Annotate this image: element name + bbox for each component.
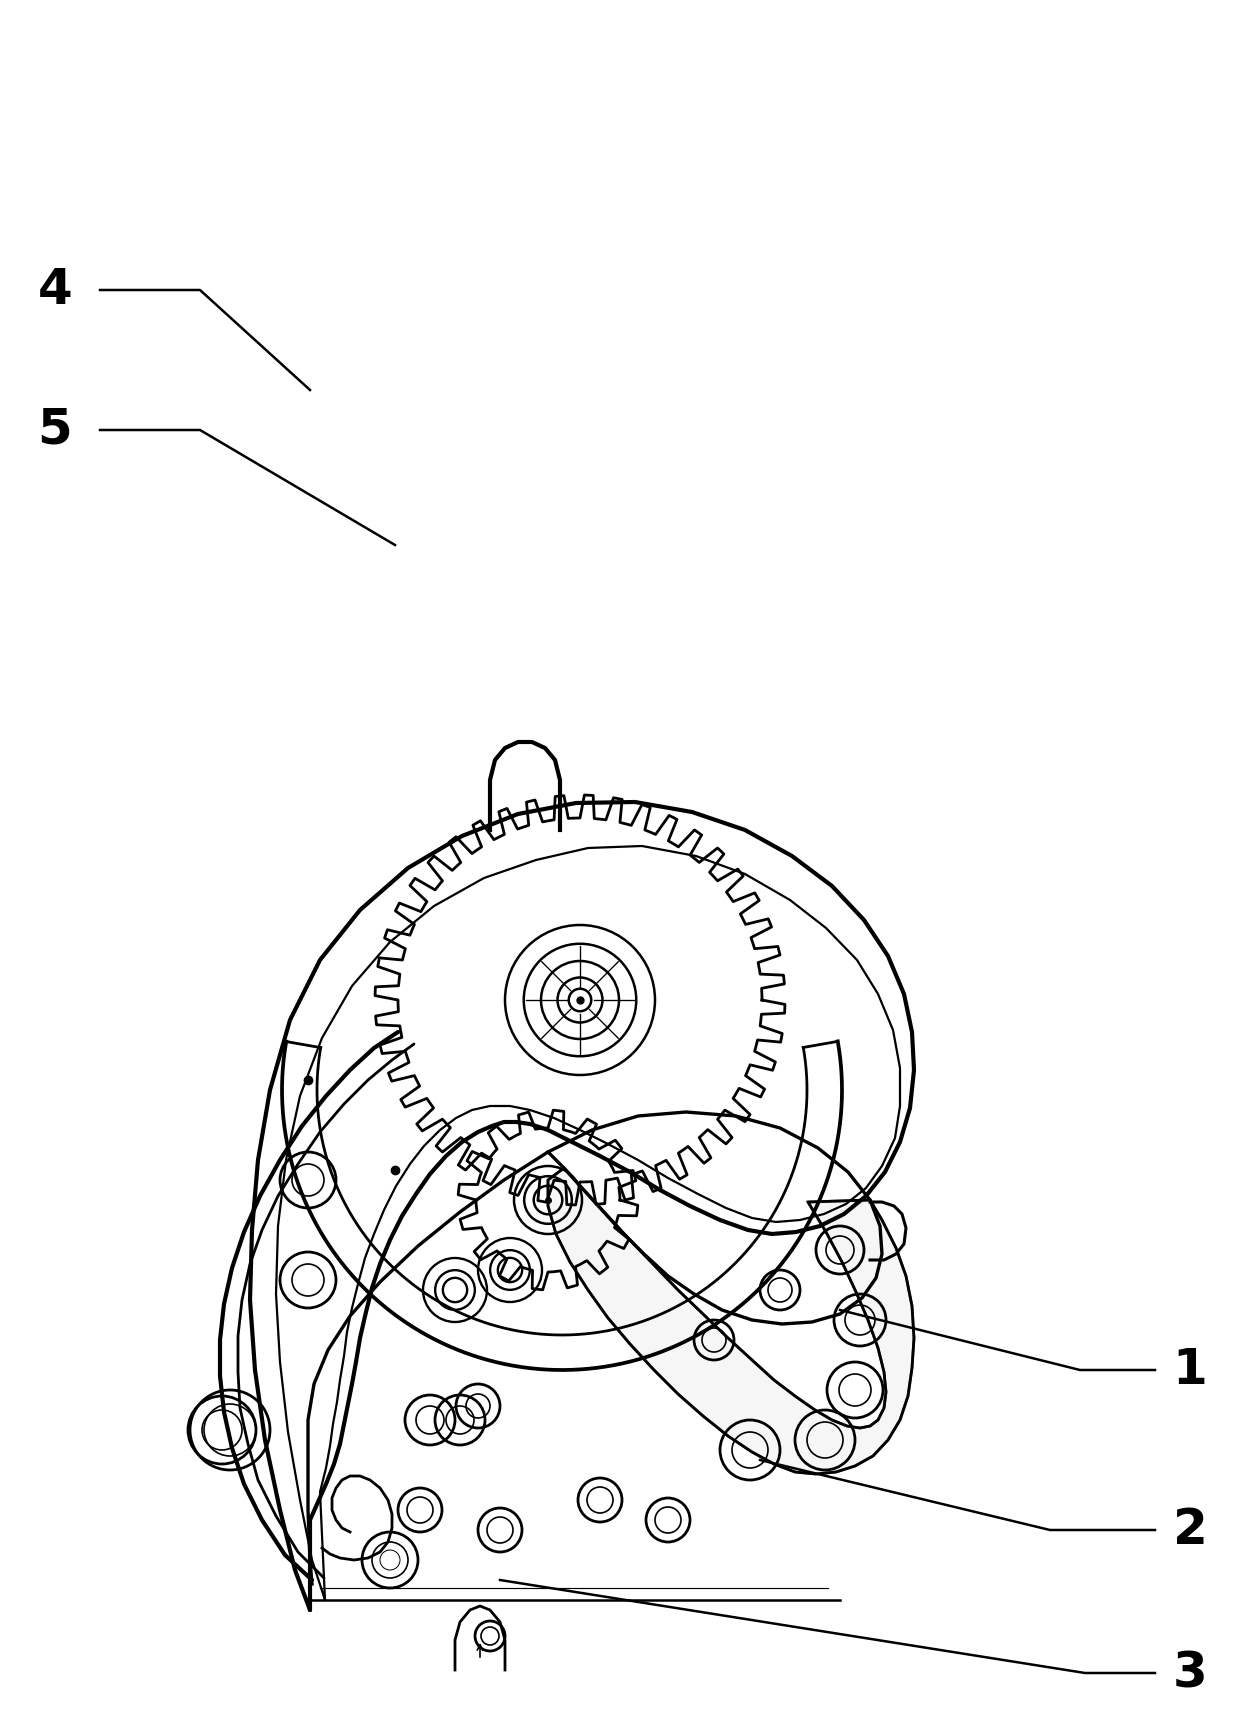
- Polygon shape: [548, 1168, 914, 1473]
- Text: 1: 1: [1173, 1346, 1208, 1394]
- Text: 4: 4: [37, 265, 72, 314]
- Text: 3: 3: [1173, 1649, 1208, 1697]
- Text: 2: 2: [1173, 1506, 1208, 1554]
- Text: 5: 5: [37, 407, 72, 453]
